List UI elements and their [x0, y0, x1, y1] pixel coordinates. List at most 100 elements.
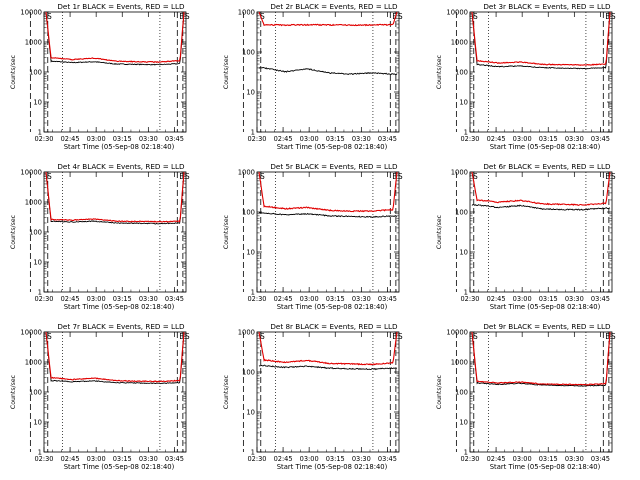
start-marker-label: S — [260, 172, 265, 181]
y-tick-label: 10 — [459, 249, 468, 257]
y-tick-label: 100 — [242, 49, 255, 57]
y-tick-label: 10000 — [446, 329, 468, 337]
y-tick-label: 1 — [251, 129, 255, 137]
y-tick-label: 1000 — [451, 39, 468, 47]
x-tick-label: 03:45 — [591, 295, 610, 303]
detector-chart-8: Det 8r BLACK = Events, RED = LLD 1 10 100 10… — [223, 322, 403, 471]
detector-panel-9: Det 9r BLACK = Events, RED = LLD 1 10 100 10… — [426, 320, 639, 480]
y-axis-label: Counts/sec — [223, 54, 230, 89]
x-axis-label: Start Time (05-Sep-08 02:18:40) — [490, 143, 601, 151]
start-marker-label-2: S — [611, 12, 616, 21]
y-tick-label: 1000 — [238, 329, 255, 337]
x-tick-label: 03:30 — [139, 455, 158, 463]
x-tick-label: 03:15 — [326, 455, 345, 463]
x-tick-label: 02:30 — [247, 295, 266, 303]
detector-panel-7: Det 7r BLACK = Events, RED = LLD 1 10 100 10… — [0, 320, 213, 480]
start-marker-label: S — [260, 332, 265, 341]
end-marker-label: E — [179, 332, 184, 341]
detector-panel-8: Det 8r BLACK = Events, RED = LLD 1 10 100 10… — [213, 320, 426, 480]
x-axis-label: Start Time (05-Sep-08 02:18:40) — [490, 463, 601, 471]
x-tick-label: 02:45 — [61, 455, 80, 463]
x-tick-label: 03:15 — [539, 455, 558, 463]
chart-title: Det 8r BLACK = Events, RED = LLD — [270, 322, 398, 331]
x-tick-label: 02:45 — [61, 135, 80, 143]
y-tick-label: 1000 — [25, 39, 42, 47]
x-tick-label: 03:30 — [565, 455, 584, 463]
y-tick-label: 1 — [464, 449, 468, 457]
x-tick-label: 03:45 — [378, 295, 397, 303]
x-tick-label: 02:45 — [61, 295, 80, 303]
detector-chart-1: Det 1r BLACK = Events, RED = LLD 1 10 100 10… — [10, 2, 190, 151]
y-tick-label: 10 — [246, 409, 255, 417]
y-tick-label: 10000 — [20, 169, 42, 177]
y-tick-label: 10 — [246, 249, 255, 257]
x-tick-label: 03:45 — [165, 455, 184, 463]
start-marker-label-2: S — [185, 172, 190, 181]
detector-panel-1: Det 1r BLACK = Events, RED = LLD 1 10 100 10… — [0, 0, 213, 160]
detector-panel-3: Det 3r BLACK = Events, RED = LLD 1 10 100 10… — [426, 0, 639, 160]
x-tick-label: 02:45 — [487, 455, 506, 463]
end-marker-label: E — [605, 172, 610, 181]
start-marker-label-2: S — [398, 172, 403, 181]
series-line-lld — [258, 331, 398, 366]
x-tick-label: 03:30 — [565, 135, 584, 143]
y-axis-label: Counts/sec — [10, 374, 17, 409]
y-axis-label: Counts/sec — [10, 214, 17, 249]
plot-frame — [256, 171, 400, 293]
x-tick-label: 03:15 — [326, 295, 345, 303]
detector-chart-5: Det 5r BLACK = Events, RED = LLD 1 10 100 10… — [223, 162, 403, 311]
chart-title: Det 1r BLACK = Events, RED = LLD — [57, 2, 185, 11]
detector-chart-4: Det 4r BLACK = Events, RED = LLD 1 10 100 10… — [10, 162, 190, 311]
series-line-events — [471, 204, 611, 211]
start-marker-label-2: S — [611, 332, 616, 341]
start-marker-label-2: S — [611, 172, 616, 181]
y-tick-label: 10000 — [446, 9, 468, 17]
start-marker-label: S — [47, 332, 52, 341]
end-marker-label: E — [179, 172, 184, 181]
chart-title: Det 9r BLACK = Events, RED = LLD — [483, 322, 611, 331]
chart-title: Det 7r BLACK = Events, RED = LLD — [57, 322, 185, 331]
y-tick-label: 1 — [38, 289, 42, 297]
x-axis-label: Start Time (05-Sep-08 02:18:40) — [64, 463, 175, 471]
x-axis-label: Start Time (05-Sep-08 02:18:40) — [277, 143, 388, 151]
x-tick-label: 03:30 — [352, 455, 371, 463]
plot-frame — [43, 171, 187, 293]
plot-frame — [43, 331, 187, 453]
x-tick-label: 03:45 — [378, 135, 397, 143]
series-line-events — [258, 364, 398, 371]
x-tick-label: 03:30 — [352, 135, 371, 143]
x-tick-label: 03:00 — [300, 295, 319, 303]
y-tick-label: 100 — [455, 69, 468, 77]
series-line-lld — [45, 331, 185, 383]
start-marker-label-2: S — [185, 12, 190, 21]
start-marker-label: S — [47, 12, 52, 21]
series-line-lld — [45, 171, 185, 223]
y-tick-label: 1000 — [238, 9, 255, 17]
y-axis-label: Counts/sec — [436, 374, 443, 409]
y-tick-label: 1000 — [25, 199, 42, 207]
x-tick-label: 02:30 — [34, 295, 53, 303]
y-axis-label: Counts/sec — [223, 214, 230, 249]
chart-title: Det 2r BLACK = Events, RED = LLD — [270, 2, 398, 11]
x-tick-label: 02:45 — [487, 135, 506, 143]
start-marker-label: S — [473, 332, 478, 341]
chart-title: Det 5r BLACK = Events, RED = LLD — [270, 162, 398, 171]
end-marker-label: E — [605, 12, 610, 21]
y-tick-label: 10 — [246, 89, 255, 97]
x-tick-label: 03:30 — [352, 295, 371, 303]
x-tick-label: 02:45 — [274, 455, 293, 463]
detector-panel-2: Det 2r BLACK = Events, RED = LLD 1 10 100 10… — [213, 0, 426, 160]
series-line-lld — [471, 331, 611, 386]
x-axis-label: Start Time (05-Sep-08 02:18:40) — [490, 303, 601, 311]
x-tick-label: 03:00 — [300, 135, 319, 143]
y-axis-label: Counts/sec — [223, 374, 230, 409]
x-tick-label: 03:00 — [513, 295, 532, 303]
y-tick-label: 100 — [242, 369, 255, 377]
detector-chart-7: Det 7r BLACK = Events, RED = LLD 1 10 100 10… — [10, 322, 190, 471]
x-tick-label: 03:30 — [139, 295, 158, 303]
start-marker-label-2: S — [398, 332, 403, 341]
y-tick-label: 100 — [455, 389, 468, 397]
x-tick-label: 03:15 — [113, 455, 132, 463]
y-tick-label: 10000 — [20, 9, 42, 17]
